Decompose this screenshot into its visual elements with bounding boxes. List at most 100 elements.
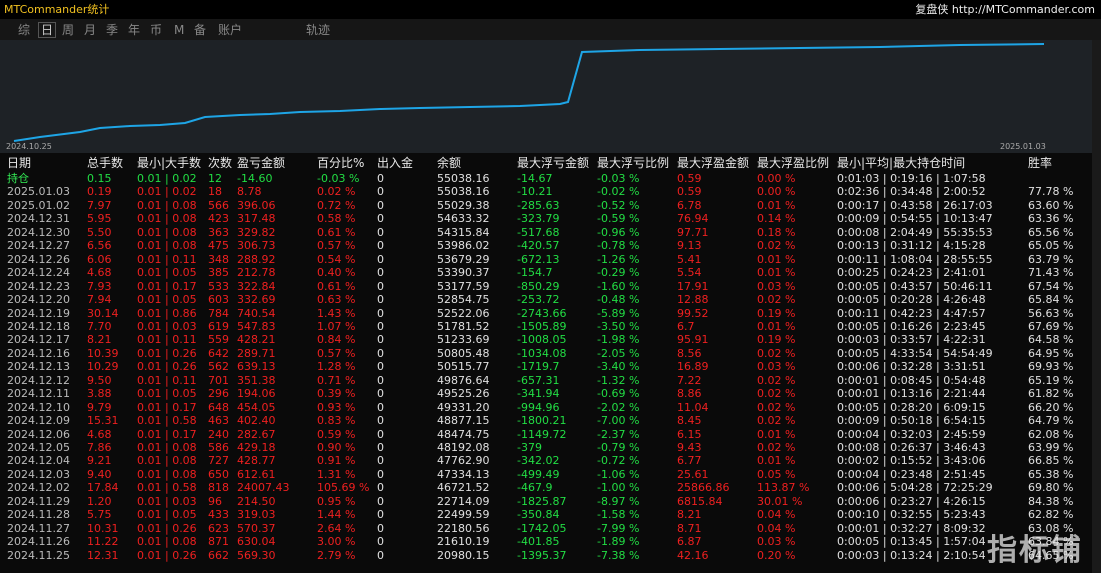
cell: 97.71 [677, 225, 709, 239]
cell: 0.01 | 0.17 [137, 427, 197, 441]
tab[interactable]: 备 [194, 23, 207, 37]
cell: 0.01 | 0.26 [137, 521, 197, 535]
cell: -154.7 [517, 266, 553, 280]
cell: 0:00:05 | 0:43:57 | 50:46:11 [837, 279, 993, 293]
cell: 212.78 [237, 266, 276, 280]
cell: 306.73 [237, 239, 276, 253]
cell: 22499.59 [437, 508, 490, 522]
cell: -0.29 % [597, 266, 640, 280]
tab[interactable]: 币 [150, 23, 163, 37]
cell: 662 [208, 548, 229, 562]
cell: 6.06 [87, 252, 112, 266]
cell: 0.01 | 0.03 [137, 319, 197, 333]
cell: 784 [208, 306, 229, 320]
cell: 0.04 % [757, 521, 796, 535]
cell: 0 [377, 481, 384, 495]
cell: 64.79 % [1028, 414, 1074, 428]
cell: 0:00:01 | 0:32:27 | 8:09:32 [837, 521, 986, 535]
cell: 0.57 % [317, 346, 356, 360]
cell: 0.59 [677, 185, 702, 199]
cell: -1149.72 [517, 427, 567, 441]
tab[interactable]: 季 [106, 23, 119, 37]
cell: 15.31 [87, 414, 119, 428]
cell: 0.01 | 0.26 [137, 360, 197, 374]
cell: 0.02 % [757, 441, 796, 454]
cell: 0:00:11 | 1:08:04 | 28:55:55 [837, 252, 993, 266]
cell: -2.37 % [597, 427, 640, 441]
cell: 0:00:09 | 0:50:18 | 6:54:15 [837, 414, 986, 428]
cell: 95.91 [677, 333, 709, 347]
tab[interactable]: 周 [62, 23, 75, 37]
cell: 0.00 % [757, 185, 796, 199]
cell: -2743.66 [517, 306, 567, 320]
cell: 396.06 [237, 198, 276, 212]
equity-line [13, 43, 1045, 142]
cell: -8.97 % [597, 494, 640, 508]
cell: 0:00:11 | 0:42:23 | 4:47:57 [837, 306, 986, 320]
cell: 6815.84 [677, 494, 723, 508]
row-date: 2024.12.12 [7, 373, 70, 387]
column-header: 最大浮盈金额 [677, 156, 750, 170]
cell: 54315.84 [437, 225, 490, 239]
tab[interactable]: 日 [38, 22, 57, 38]
cell: 69.80 % [1028, 481, 1074, 495]
cell: 0.58 % [317, 212, 356, 226]
cell: 69.93 % [1028, 360, 1074, 374]
cell: 0.01 | 0.26 [137, 346, 197, 360]
cell: 53390.37 [437, 266, 490, 280]
tab[interactable]: 账户 [218, 23, 243, 37]
cell: 0.01 % [757, 319, 796, 333]
cell: 0.01 % [757, 454, 796, 468]
tab[interactable]: 月 [84, 23, 97, 37]
cell: 0.02 % [757, 239, 796, 253]
cell: -1034.08 [517, 346, 567, 360]
cell: 433 [208, 508, 229, 522]
cell: 21610.19 [437, 535, 490, 549]
cell: 105.69 % [317, 481, 370, 495]
cell: 0.01 | 0.05 [137, 387, 197, 401]
cell: 0.61 % [317, 225, 356, 239]
cell: 0:00:09 | 0:54:55 | 10:13:47 [837, 212, 993, 226]
cell: 0.19 [87, 185, 112, 199]
site-link[interactable]: 复盘侠 http://MTCommander.com [915, 3, 1095, 16]
cell: 0:00:08 | 0:26:37 | 3:46:43 [837, 441, 986, 454]
cell: -5.89 % [597, 306, 640, 320]
cell: 0 [377, 212, 384, 226]
cell: 423 [208, 212, 229, 226]
cell: 0.18 % [757, 225, 796, 239]
cell: 18 [208, 185, 222, 199]
cell: 10.39 [87, 346, 119, 360]
cell: 0 [377, 252, 384, 266]
cell: 54633.32 [437, 212, 490, 226]
cell: 113.87 % [757, 481, 810, 495]
cell: 67.69 % [1028, 319, 1074, 333]
tab[interactable]: 年 [128, 23, 141, 37]
cell: 64.95 % [1028, 346, 1074, 360]
cell: 0 [377, 400, 384, 414]
cell: 296 [208, 387, 229, 401]
cell: 8.21 [87, 333, 112, 347]
cell: 30.14 [87, 306, 119, 320]
cell: 0.04 % [757, 508, 796, 522]
cell: 0 [377, 279, 384, 293]
cell: 0.93 % [317, 400, 356, 414]
cell: 0.01 | 0.08 [137, 535, 197, 549]
cell: -1719.7 [517, 360, 560, 374]
cell: 12.31 [87, 548, 119, 562]
cell: 7.70 [87, 319, 112, 333]
cell: 630.04 [237, 535, 276, 549]
cell: 48474.75 [437, 427, 490, 441]
cell: 0.03 % [757, 279, 796, 293]
row-date: 2024.12.16 [7, 346, 70, 360]
tab[interactable]: 轨迹 [306, 23, 331, 37]
cell: 0 [377, 333, 384, 347]
cell: 547.83 [237, 319, 276, 333]
column-header: 最大浮亏金额 [517, 156, 590, 170]
tab[interactable]: M [174, 23, 185, 37]
scrollbar[interactable] [1092, 40, 1101, 573]
row-date: 2024.12.03 [7, 467, 70, 481]
chart-svg: 2024.10.25 2025.01.03 [6, 43, 1046, 151]
tab[interactable]: 综 [18, 23, 31, 37]
cell: 8.86 [677, 387, 702, 401]
cell: 0.63 % [317, 293, 356, 307]
